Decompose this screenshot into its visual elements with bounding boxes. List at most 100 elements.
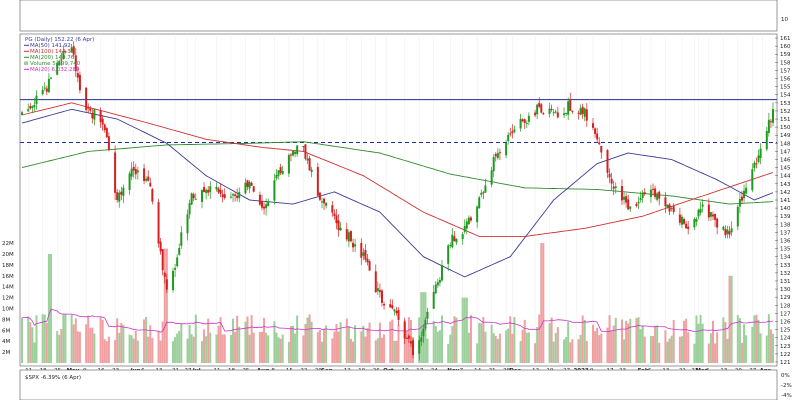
- volume-bar: [490, 324, 493, 363]
- candle: [21, 110, 23, 116]
- candle-body: [99, 110, 102, 123]
- volume-bar: [395, 340, 398, 363]
- volume-bar: [118, 332, 121, 363]
- candle: [393, 308, 396, 316]
- candle-body: [101, 118, 104, 125]
- candle: [190, 192, 193, 206]
- candle-body: [310, 169, 313, 172]
- candle-body: [221, 194, 224, 198]
- volume-bar: [172, 341, 175, 363]
- candle: [35, 90, 38, 110]
- candle: [128, 171, 131, 196]
- volume-bar: [320, 341, 323, 363]
- candle-body: [556, 112, 559, 118]
- candle: [89, 105, 92, 113]
- candle-body: [103, 124, 106, 131]
- candle-body: [536, 104, 539, 115]
- candle-body: [186, 214, 189, 234]
- candle: [554, 109, 557, 114]
- candle-body: [594, 128, 597, 135]
- volume-bar: [62, 314, 65, 363]
- candle: [728, 225, 731, 239]
- candle-body: [43, 87, 46, 89]
- candle-body: [656, 193, 659, 200]
- candle: [91, 109, 94, 124]
- volume-bar: [289, 326, 292, 363]
- candle-body: [345, 229, 348, 240]
- candle-body: [105, 128, 108, 138]
- candle: [769, 118, 772, 129]
- candle-body: [519, 118, 522, 129]
- candle-body: [438, 280, 441, 283]
- volume-bar: [302, 335, 305, 363]
- candle: [550, 104, 553, 112]
- candle: [354, 238, 357, 253]
- candle-body: [534, 112, 537, 116]
- candle: [352, 238, 355, 252]
- volume-bar: [509, 316, 512, 363]
- candle: [136, 166, 139, 180]
- candle-body: [757, 155, 760, 163]
- candle: [347, 229, 350, 248]
- volume-bar: [354, 325, 357, 363]
- candle-body: [378, 290, 381, 293]
- candle: [172, 267, 175, 293]
- volume-tick-label: 8M: [2, 317, 10, 323]
- candle: [484, 178, 487, 193]
- price-tick-label: 127: [780, 311, 791, 317]
- candle-body: [333, 213, 336, 216]
- volume-bar: [736, 315, 739, 363]
- price-tick-label: 141: [780, 198, 791, 204]
- candle-body: [207, 189, 210, 193]
- volume-bar: [120, 322, 123, 363]
- candle-body: [58, 61, 61, 66]
- candle: [151, 187, 154, 205]
- price-tick-label: 134: [780, 255, 791, 261]
- volume-bar: [200, 341, 203, 363]
- candle-body: [511, 131, 514, 134]
- candle-body: [637, 201, 640, 204]
- candle: [712, 211, 715, 221]
- candle-body: [49, 77, 52, 79]
- candle-body: [600, 146, 603, 153]
- volume-bar: [664, 330, 667, 363]
- volume-bar: [745, 335, 748, 363]
- candle: [287, 153, 290, 178]
- volume-bar: [709, 333, 712, 363]
- candle-body: [397, 309, 400, 320]
- candle-body: [625, 196, 628, 203]
- volume-bar: [250, 315, 253, 363]
- candle-body: [649, 189, 652, 198]
- price-tick-label: 121: [780, 360, 791, 366]
- volume-bar: [41, 314, 44, 363]
- volume-bar: [554, 332, 557, 363]
- volume-bar: [598, 335, 601, 363]
- candle: [215, 182, 218, 192]
- volume-bar: [258, 331, 261, 363]
- candle-body: [149, 182, 152, 187]
- candle: [579, 104, 582, 116]
- candle-body: [745, 187, 748, 194]
- candle: [438, 277, 441, 287]
- price-tick-label: 160: [780, 44, 791, 50]
- candle-body: [215, 186, 218, 190]
- volume-tick-label: 6M: [2, 328, 10, 334]
- volume-bar: [596, 327, 599, 363]
- volume-bar: [223, 334, 226, 363]
- candle: [513, 125, 516, 134]
- candle-body: [364, 249, 367, 260]
- candle-body: [223, 194, 226, 198]
- candle: [509, 127, 512, 137]
- candle: [565, 112, 568, 117]
- volume-bar: [176, 333, 179, 363]
- candle: [625, 193, 628, 208]
- candle-body: [87, 107, 90, 109]
- candle-body: [498, 152, 501, 154]
- candle-body: [47, 78, 50, 93]
- spx-tick-1: -2%: [781, 383, 792, 389]
- candle-body: [767, 119, 770, 133]
- candle: [58, 59, 61, 67]
- volume-bar: [614, 317, 617, 363]
- candle-body: [542, 113, 545, 115]
- volume-bar: [577, 339, 580, 363]
